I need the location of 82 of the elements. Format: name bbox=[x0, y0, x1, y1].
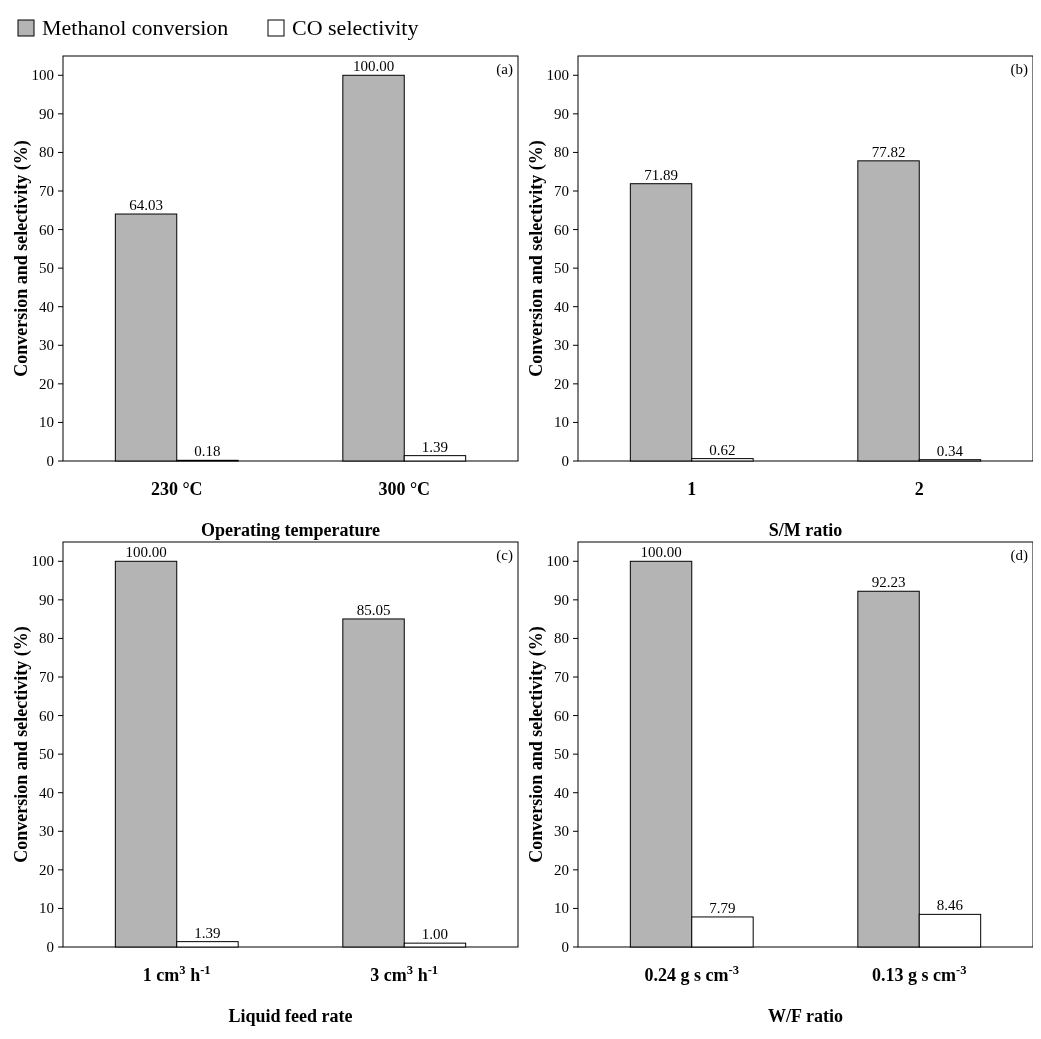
y-tick-label: 80 bbox=[39, 144, 54, 161]
x-tick-label: 0.24 g s cm$^{-3}$ bbox=[644, 963, 739, 985]
y-tick-label: 60 bbox=[39, 707, 54, 724]
y-tick-label: 80 bbox=[554, 144, 569, 161]
data-label: 1.39 bbox=[194, 924, 221, 941]
y-tick-label: 100 bbox=[546, 67, 569, 84]
y-tick-label: 60 bbox=[554, 707, 569, 724]
y-tick-label: 20 bbox=[39, 861, 54, 878]
y-tick-label: 40 bbox=[39, 784, 54, 801]
y-tick-label: 30 bbox=[39, 823, 54, 840]
y-tick-label: 100 bbox=[31, 553, 54, 570]
y-tick-label: 50 bbox=[39, 746, 54, 763]
y-tick-label: 70 bbox=[554, 183, 569, 199]
y-tick-label: 10 bbox=[39, 414, 54, 431]
data-label: 8.46 bbox=[936, 897, 964, 914]
x-tick-label: 230 °C bbox=[150, 479, 203, 499]
data-label: 100.00 bbox=[352, 58, 395, 75]
y-tick-label: 10 bbox=[39, 900, 54, 917]
y-tick-label: 80 bbox=[39, 630, 54, 647]
data-label: 0.34 bbox=[936, 442, 964, 459]
x-tick-label: 3 cm$^{3}$ h$^{-1}$ bbox=[370, 963, 439, 985]
y-tick-label: 70 bbox=[39, 669, 54, 685]
data-label: 1.39 bbox=[421, 438, 449, 455]
y-axis-title: Conversion and selectivity (%) bbox=[526, 626, 547, 863]
data-label: 64.03 bbox=[129, 197, 163, 214]
y-tick-label: 60 bbox=[39, 221, 54, 238]
y-tick-label: 20 bbox=[39, 375, 54, 392]
y-tick-label: 60 bbox=[554, 221, 569, 238]
data-label: 85.05 bbox=[356, 601, 391, 618]
x-axis-title: Operating temperature bbox=[200, 520, 381, 540]
y-tick-label: 90 bbox=[39, 105, 54, 122]
data-label: 100.00 bbox=[640, 544, 682, 561]
x-tick-label: 0.13 g s cm$^{-3}$ bbox=[872, 963, 967, 985]
y-tick-label: 0 bbox=[46, 453, 54, 469]
y-tick-label: 90 bbox=[554, 591, 569, 608]
legend-label: CO selectivity bbox=[292, 15, 419, 40]
data-label: 7.79 bbox=[709, 899, 736, 916]
y-tick-label: 90 bbox=[39, 591, 54, 608]
data-label: 71.89 bbox=[644, 166, 678, 183]
y-tick-label: 30 bbox=[39, 337, 54, 354]
y-tick-label: 100 bbox=[31, 67, 54, 84]
y-tick-label: 0 bbox=[561, 453, 569, 469]
y-tick-label: 50 bbox=[554, 260, 569, 277]
y-tick-label: 30 bbox=[554, 823, 569, 840]
data-label: 100.00 bbox=[125, 544, 167, 561]
x-axis-title: S/M ratio bbox=[768, 520, 843, 540]
y-tick-label: 90 bbox=[554, 105, 569, 122]
y-tick-label: 70 bbox=[554, 669, 569, 685]
annotation: (b) bbox=[1010, 61, 1028, 78]
x-axis-title: Liquid feed rate bbox=[228, 1006, 353, 1026]
y-tick-label: 30 bbox=[554, 337, 569, 354]
x-tick-label: 1 bbox=[687, 479, 697, 499]
y-tick-label: 0 bbox=[46, 939, 54, 955]
y-tick-label: 40 bbox=[554, 784, 569, 801]
y-tick-label: 20 bbox=[554, 861, 569, 878]
annotation: (a) bbox=[496, 61, 513, 78]
y-tick-label: 80 bbox=[554, 630, 569, 647]
data-label: 0.62 bbox=[709, 441, 736, 458]
data-label: 77.82 bbox=[871, 143, 906, 160]
x-tick-label: 1 cm$^{3}$ h$^{-1}$ bbox=[142, 963, 211, 985]
y-tick-label: 50 bbox=[39, 260, 54, 277]
y-tick-label: 10 bbox=[554, 414, 569, 431]
annotation: (d) bbox=[1010, 547, 1028, 564]
y-axis-title: Conversion and selectivity (%) bbox=[11, 626, 32, 863]
y-tick-label: 10 bbox=[554, 900, 569, 917]
y-tick-label: 100 bbox=[546, 553, 569, 570]
annotation: (c) bbox=[496, 547, 513, 564]
x-tick-label: 2 bbox=[914, 479, 924, 499]
data-label: 92.23 bbox=[871, 574, 906, 591]
y-tick-label: 70 bbox=[39, 183, 54, 199]
y-tick-label: 0 bbox=[561, 939, 569, 955]
x-tick-label: 300 °C bbox=[378, 479, 431, 499]
y-axis-title: Conversion and selectivity (%) bbox=[526, 140, 547, 377]
legend-label: Methanol conversion bbox=[42, 15, 229, 40]
y-tick-label: 50 bbox=[554, 746, 569, 763]
y-tick-label: 40 bbox=[39, 298, 54, 315]
y-tick-label: 20 bbox=[554, 375, 569, 392]
y-tick-label: 40 bbox=[554, 298, 569, 315]
x-axis-title: W/F ratio bbox=[768, 1006, 843, 1026]
data-label: 0.18 bbox=[194, 443, 221, 460]
y-axis-title: Conversion and selectivity (%) bbox=[11, 140, 32, 377]
data-label: 1.00 bbox=[421, 926, 449, 943]
